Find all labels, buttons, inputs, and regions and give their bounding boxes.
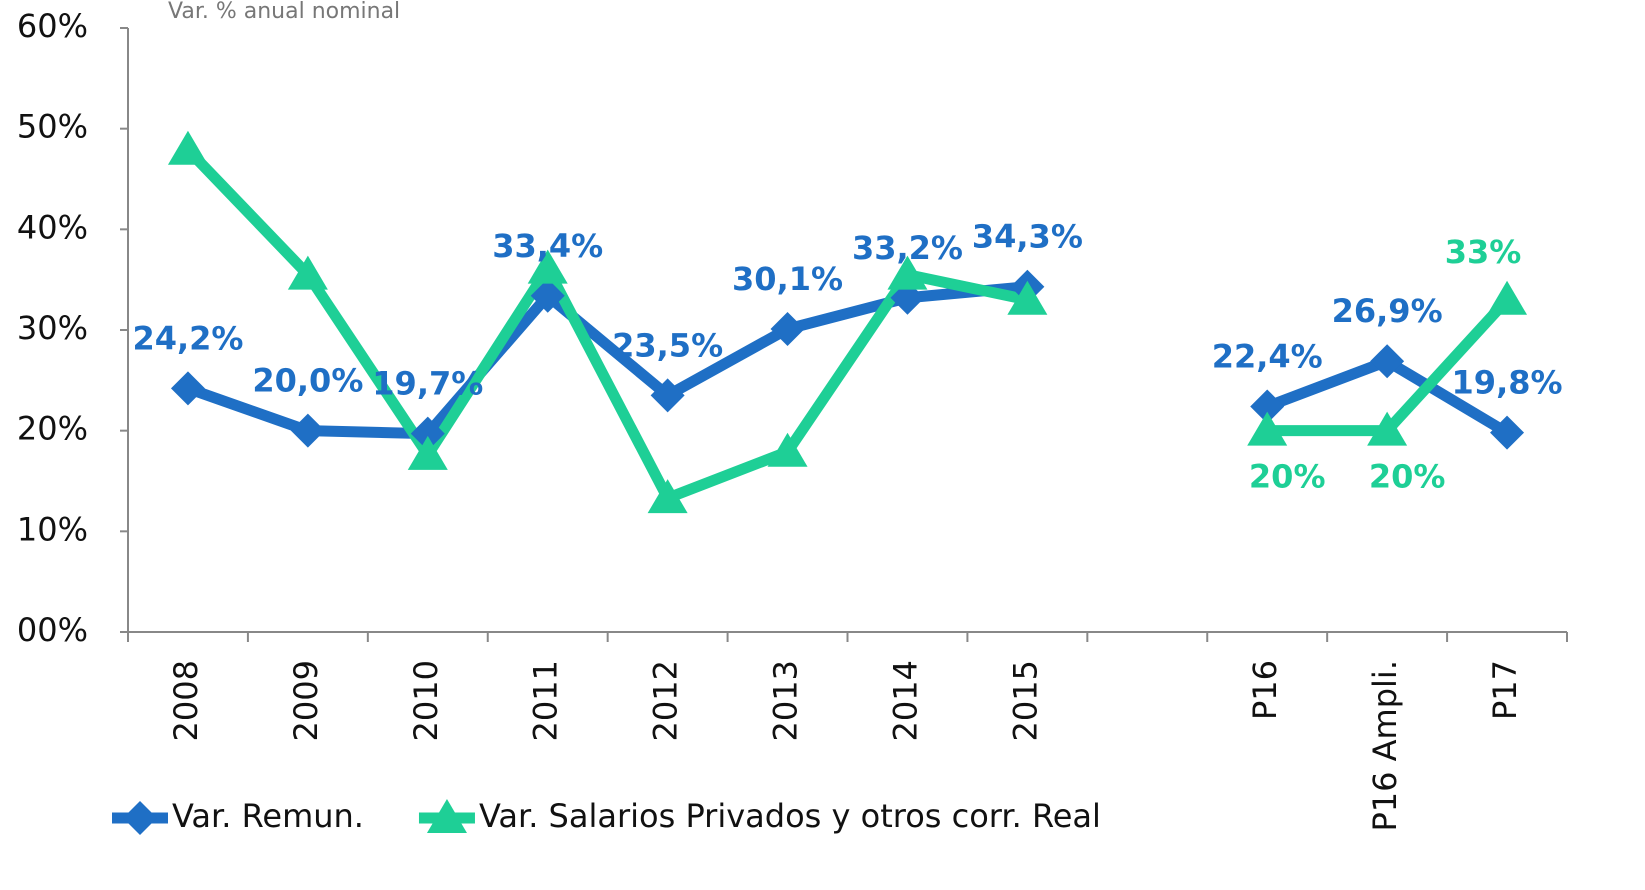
legend-marker bbox=[426, 799, 467, 833]
point-marker bbox=[170, 371, 205, 406]
data-label: 19,8% bbox=[1452, 364, 1563, 402]
y-tick-label: 60% bbox=[17, 7, 88, 45]
legend-label: Var. Remun. bbox=[172, 797, 364, 835]
data-label: 22,4% bbox=[1212, 338, 1323, 376]
point-marker bbox=[1007, 280, 1048, 315]
y-tick-label: 50% bbox=[17, 108, 88, 146]
legend-label: Var. Salarios Privados y otros corr. Rea… bbox=[479, 797, 1101, 835]
x-tick-label: 2011 bbox=[527, 660, 565, 741]
legend-marker bbox=[123, 801, 157, 835]
point-marker bbox=[1370, 344, 1405, 379]
point-marker bbox=[1490, 415, 1525, 450]
data-label: 20% bbox=[1249, 458, 1326, 496]
data-label: 20,0% bbox=[252, 362, 363, 400]
data-label: 33,2% bbox=[852, 229, 963, 267]
data-label: 23,5% bbox=[612, 326, 723, 364]
x-tick-label: P16 Ampli. bbox=[1366, 660, 1404, 832]
point-marker bbox=[290, 413, 325, 448]
y-tick-label: 20% bbox=[17, 410, 88, 448]
x-tick-label: P17 bbox=[1486, 660, 1524, 720]
point-marker bbox=[530, 278, 565, 313]
data-label: 34,3% bbox=[972, 218, 1083, 256]
data-label: 24,2% bbox=[132, 319, 243, 357]
point-marker bbox=[527, 249, 568, 284]
y-tick-label: 30% bbox=[17, 309, 88, 347]
point-marker bbox=[647, 479, 688, 514]
y-tick-label: 40% bbox=[17, 208, 88, 246]
x-tick-label: 2013 bbox=[767, 660, 805, 741]
x-tick-label: 2008 bbox=[167, 660, 205, 741]
data-label: 26,9% bbox=[1332, 292, 1443, 330]
y-tick-label: 00% bbox=[17, 611, 88, 649]
x-tick-label: 2014 bbox=[886, 660, 924, 741]
x-tick-label: P16 bbox=[1246, 660, 1284, 720]
point-marker bbox=[1367, 411, 1408, 446]
point-marker bbox=[770, 311, 805, 346]
point-marker bbox=[887, 255, 928, 290]
point-marker bbox=[287, 255, 328, 290]
x-tick-label: 2015 bbox=[1006, 660, 1044, 741]
point-marker bbox=[1247, 411, 1288, 446]
data-label: 20% bbox=[1369, 458, 1446, 496]
point-marker bbox=[1487, 280, 1528, 315]
point-marker bbox=[167, 130, 208, 165]
data-label: 33% bbox=[1445, 233, 1522, 271]
point-marker bbox=[767, 432, 808, 467]
x-tick-label: 2012 bbox=[647, 660, 685, 741]
point-marker bbox=[650, 378, 685, 413]
data-label: 19,7% bbox=[372, 365, 483, 403]
series-line bbox=[183, 145, 1512, 504]
data-label: 30,1% bbox=[732, 260, 843, 298]
point-marker bbox=[410, 416, 445, 451]
chart-subtitle: Var. % anual nominal bbox=[168, 0, 400, 24]
x-tick-label: 2009 bbox=[287, 660, 325, 741]
x-tick-label: 2010 bbox=[407, 660, 445, 741]
data-label: 33,4% bbox=[492, 227, 603, 265]
point-marker bbox=[407, 435, 448, 470]
y-tick-label: 10% bbox=[17, 510, 88, 548]
point-marker bbox=[1250, 389, 1285, 424]
